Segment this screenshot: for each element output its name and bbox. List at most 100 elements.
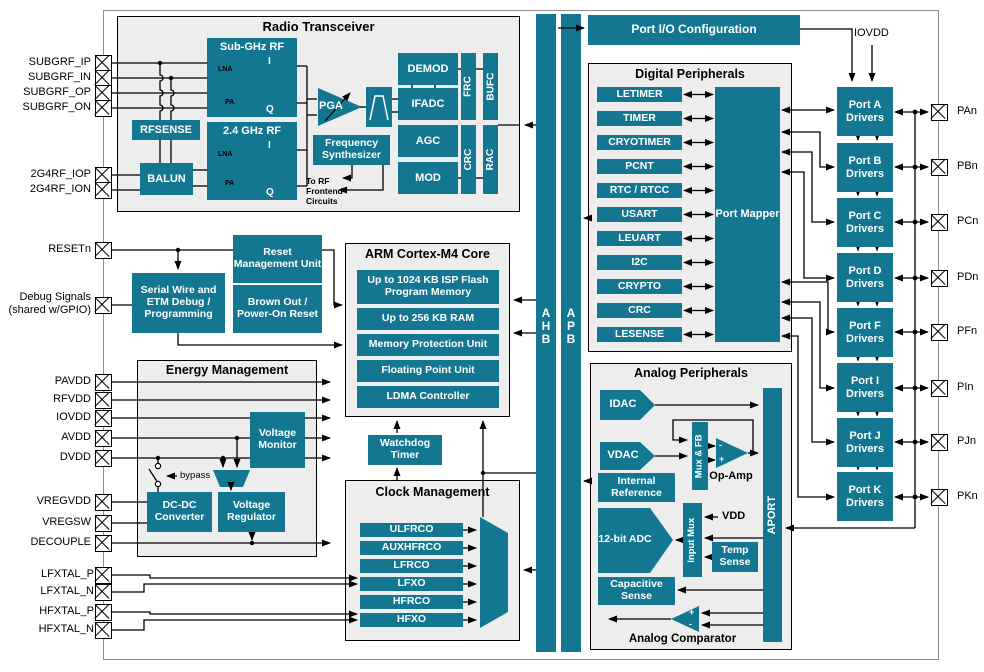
rac-label: RAC [484,148,496,171]
pin-lfxtal-p [94,566,112,584]
port-c-drivers-block: Port C Drivers [837,198,893,247]
apb-bus [561,14,581,652]
capacitive-sense-block: Capacitive Sense [598,577,675,605]
rac-block: RAC [483,125,498,194]
vdd-label: VDD [722,510,746,522]
lesense-block: LESENSE [597,327,682,342]
idac-label: IDAC [609,398,637,410]
ldma-block: LDMA Controller [357,386,499,408]
usart-block: USART [597,207,682,222]
pin-decouple [94,534,112,552]
lna-24ghz-label: LNA [218,151,233,158]
pin-subgrf-on [94,99,112,117]
dcdc-converter-block: DC-DC Converter [147,492,212,532]
pin-pbn [930,158,948,176]
cryotimer-block: CRYOTIMER [597,135,682,150]
mpu-block: Memory Protection Unit [357,334,499,356]
ahb-label: A H B [541,306,551,346]
digital-title: Digital Peripherals [635,67,745,81]
label-pcn: PCn [957,215,979,227]
pin-pavdd [94,373,112,391]
crypto-block: CRYPTO [597,279,682,294]
port-mapper-block: Port Mapper [715,87,780,342]
pa-24ghz-label: PA [225,180,235,187]
opamp-minus: - [719,440,722,450]
label-rfvdd: RFVDD [53,393,91,405]
fpu-block: Floating Point Unit [357,360,499,382]
flash-memory-block: Up to 1024 KB ISP Flash Program Memory [357,270,499,304]
port-io-configuration-block: Port I/O Configuration [588,15,800,45]
label-subgrf-op: SUBGRF_OP [23,86,91,98]
auxhfrco-block: AUXHFRCO [360,541,463,555]
bypass-label: bypass [180,470,211,481]
opamp-plus: + [719,454,725,464]
to-rf-line2: Frontend [306,186,343,196]
vdac-label: VDAC [607,449,639,461]
arm-title: ARM Cortex-M4 Core [364,247,490,261]
input-mux-label: Input Mux [686,517,698,563]
pga-label: PGA [319,100,343,112]
port-a-drivers-block: Port A Drivers [837,87,893,136]
comparator-plus: + [689,607,695,617]
label-hfxtal-n: HFXTAL_N [38,623,94,635]
opamp-label: Op-Amp [709,470,753,482]
ahb-bus [536,14,556,652]
rfsense-block: RFSENSE [132,120,200,140]
subghz-rf-block: Sub-GHz RF [207,38,297,117]
label-pavdd: PAVDD [54,375,91,387]
aport-block: APORT [763,388,782,642]
pa-subghz-label: PA [225,99,235,106]
label-pdn: PDn [957,271,979,283]
analog-comparator-label: Analog Comparator [628,633,737,645]
port-i-drivers-block: Port I Drivers [837,363,893,412]
port-k-drivers-block: Port K Drivers [837,472,893,521]
pin-2g4rf-ion [94,181,112,199]
label-2g4rf-iop: 2G4RF_IOP [30,168,91,180]
to-rf-label-2: Frontend [306,181,348,199]
to-rf-line1: To RF [306,176,330,186]
energy-title: Energy Management [165,363,289,377]
pin-pfn [930,323,948,341]
pcnt-block: PCNT [597,159,682,174]
pin-pkn [930,488,948,506]
q-24ghz-label: Q [266,187,274,198]
label-subgrf-on: SUBGRF_ON [22,101,91,113]
hfxo-block: HFXO [360,613,463,627]
subghz-rf-label: Sub-GHz RF [219,41,285,53]
label-pan: PAn [957,105,977,117]
label-vregvdd: VREGVDD [36,495,91,507]
i-subghz-label: I [268,56,271,67]
hfrco-block: HFRCO [360,595,463,609]
q-subghz-label: Q [266,104,274,115]
pin-hfxtal-n [94,621,112,639]
reset-management-unit-block: Reset Management Unit [233,235,322,283]
pin-debug [94,296,112,314]
label-iovdd: IOVDD [56,411,91,423]
i-24ghz-label: I [268,140,271,151]
timer-block: TIMER [597,111,682,126]
label-vregsw: VREGSW [42,516,91,528]
demod-block: DEMOD [398,53,458,85]
iovdd-top-label: IOVDD [854,27,889,39]
pin-vregvdd [94,493,112,511]
frequency-synthesizer-block: Frequency Synthesizer [313,135,390,165]
to-rf-label-3: Circuits [306,191,348,209]
pin-pcn [930,213,948,231]
pin-pjn [930,433,948,451]
lfxo-block: LFXO [360,577,463,591]
rtc-rtcc-block: RTC / RTCC [597,183,682,198]
serial-wire-debug-block: Serial Wire and ETM Debug / Programming [132,273,225,333]
temp-sense-block: Temp Sense [712,542,758,572]
ifadc-block: IFADC [398,88,458,120]
pin-avdd [94,429,112,447]
voltage-monitor-block: Voltage Monitor [250,412,305,468]
comparator-minus: - [689,619,692,629]
port-b-drivers-block: Port B Drivers [837,143,893,192]
crc-block: CRC [597,303,682,318]
internal-reference-block: Internal Reference [598,473,675,502]
port-j-drivers-block: Port J Drivers [837,418,893,467]
i2c-block: I2C [597,255,682,270]
clock-title: Clock Management [375,485,490,499]
radio-title: Radio Transceiver [262,19,375,34]
